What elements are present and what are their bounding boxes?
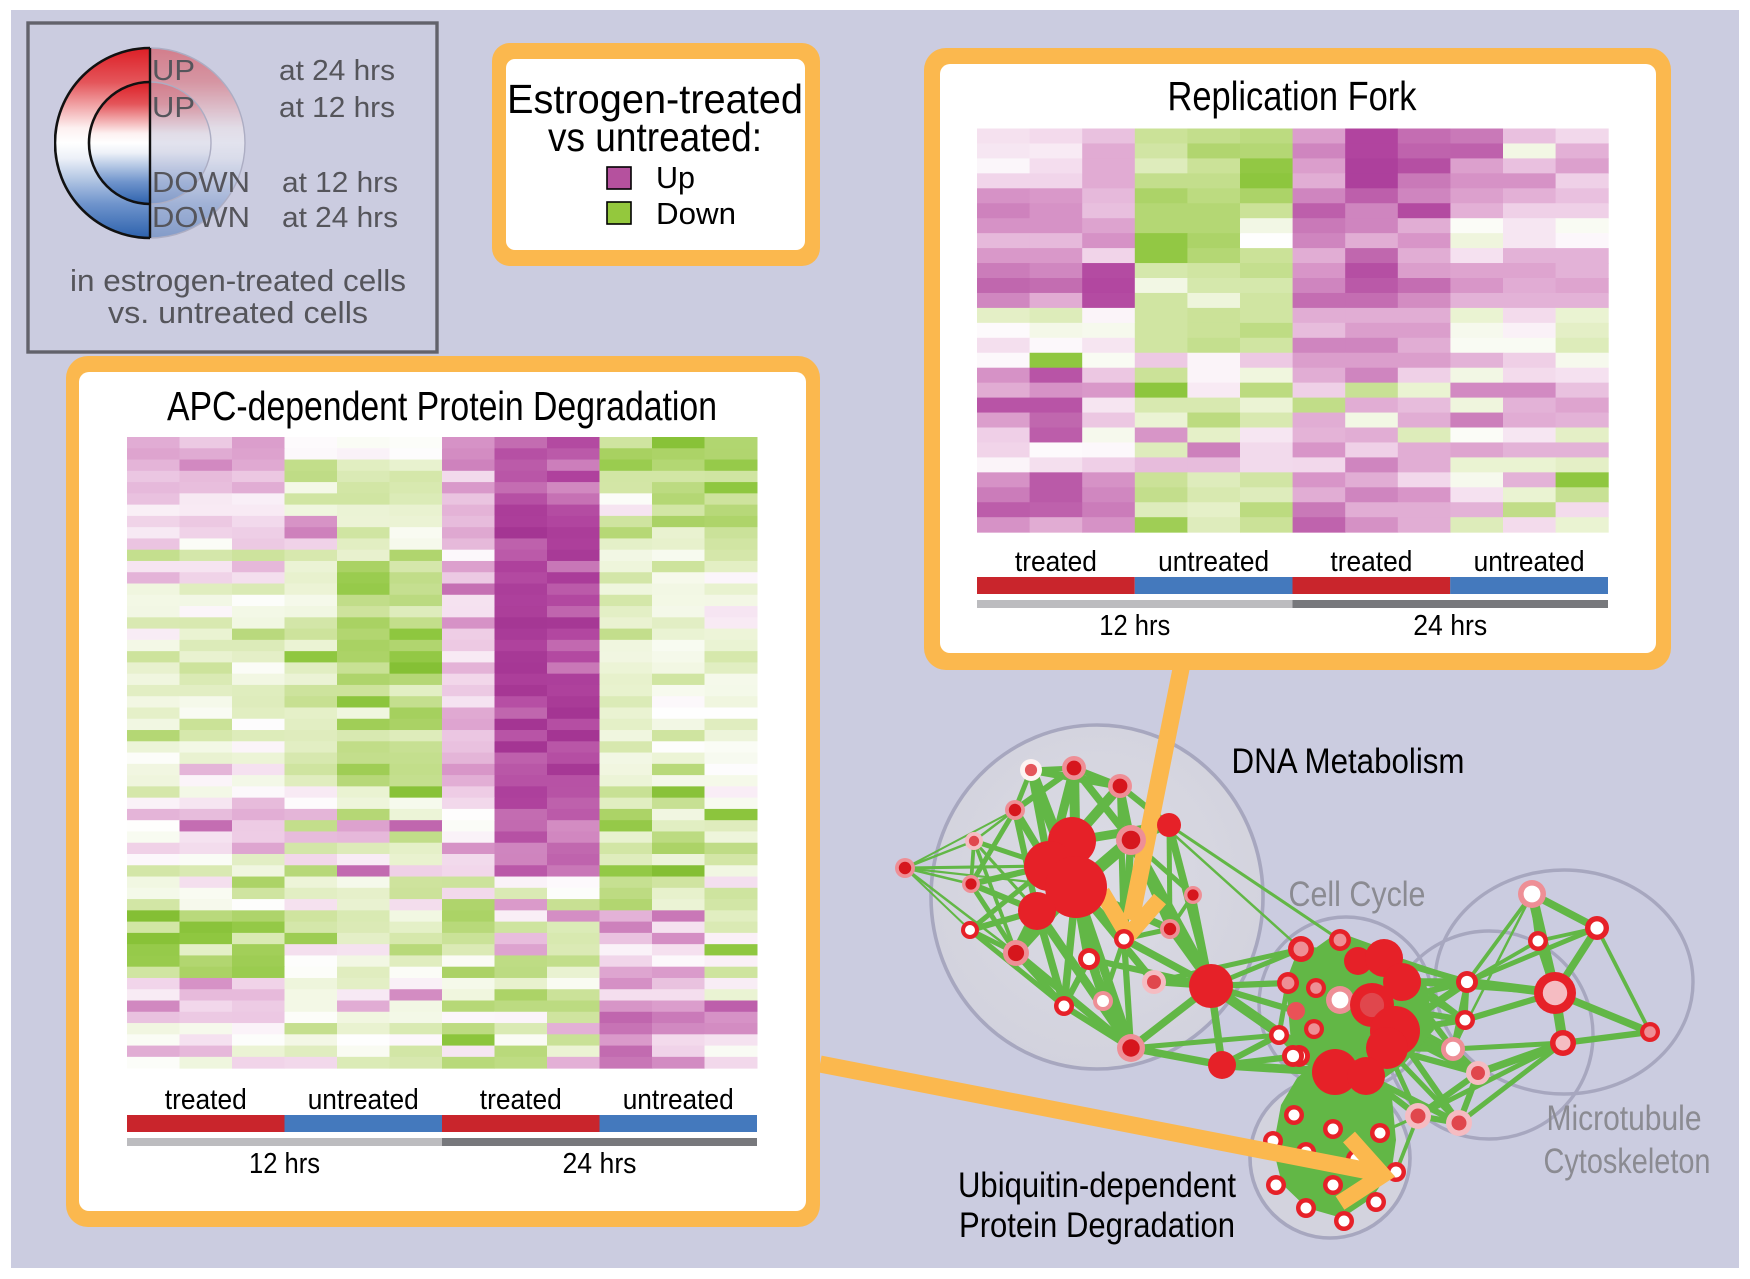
svg-text:Protein Degradation: Protein Degradation [959,1206,1235,1245]
svg-text:treated: treated [480,1084,562,1116]
svg-text:in estrogen-treated cells: in estrogen-treated cells [70,263,406,298]
svg-text:DOWN: DOWN [152,167,250,199]
svg-text:UP: UP [152,92,195,124]
svg-text:untreated: untreated [1158,546,1269,578]
svg-text:UP: UP [152,55,195,87]
svg-text:at 24 hrs: at 24 hrs [279,55,395,87]
svg-text:untreated: untreated [308,1084,419,1116]
svg-text:Down: Down [656,196,736,231]
svg-text:24 hrs: 24 hrs [563,1148,637,1180]
svg-text:Estrogen-treated: Estrogen-treated [507,76,803,122]
svg-text:at 12 hrs: at 12 hrs [282,167,398,199]
svg-text:12 hrs: 12 hrs [1099,610,1170,642]
svg-text:Cell Cycle: Cell Cycle [1289,875,1426,914]
svg-text:vs. untreated cells: vs. untreated cells [108,295,368,330]
svg-text:at 12 hrs: at 12 hrs [279,92,395,124]
svg-text:Microtubule: Microtubule [1547,1099,1702,1138]
svg-text:at 24 hrs: at 24 hrs [282,202,398,234]
svg-text:vs untreated:: vs untreated: [548,114,762,160]
svg-text:Replication Fork: Replication Fork [1168,73,1417,119]
svg-text:Cytoskeleton: Cytoskeleton [1544,1142,1711,1181]
svg-text:untreated: untreated [1474,546,1585,578]
svg-text:treated: treated [1330,546,1412,578]
svg-text:treated: treated [1015,546,1097,578]
svg-text:DNA Metabolism: DNA Metabolism [1232,742,1465,781]
svg-text:treated: treated [165,1084,247,1116]
svg-text:Ubiquitin-dependent: Ubiquitin-dependent [958,1166,1236,1205]
svg-text:APC-dependent Protein Degradat: APC-dependent Protein Degradation [167,383,717,429]
svg-text:Up: Up [656,160,695,195]
svg-text:24 hrs: 24 hrs [1413,610,1487,642]
svg-text:12 hrs: 12 hrs [249,1148,320,1180]
svg-text:DOWN: DOWN [152,202,250,234]
svg-text:untreated: untreated [623,1084,734,1116]
